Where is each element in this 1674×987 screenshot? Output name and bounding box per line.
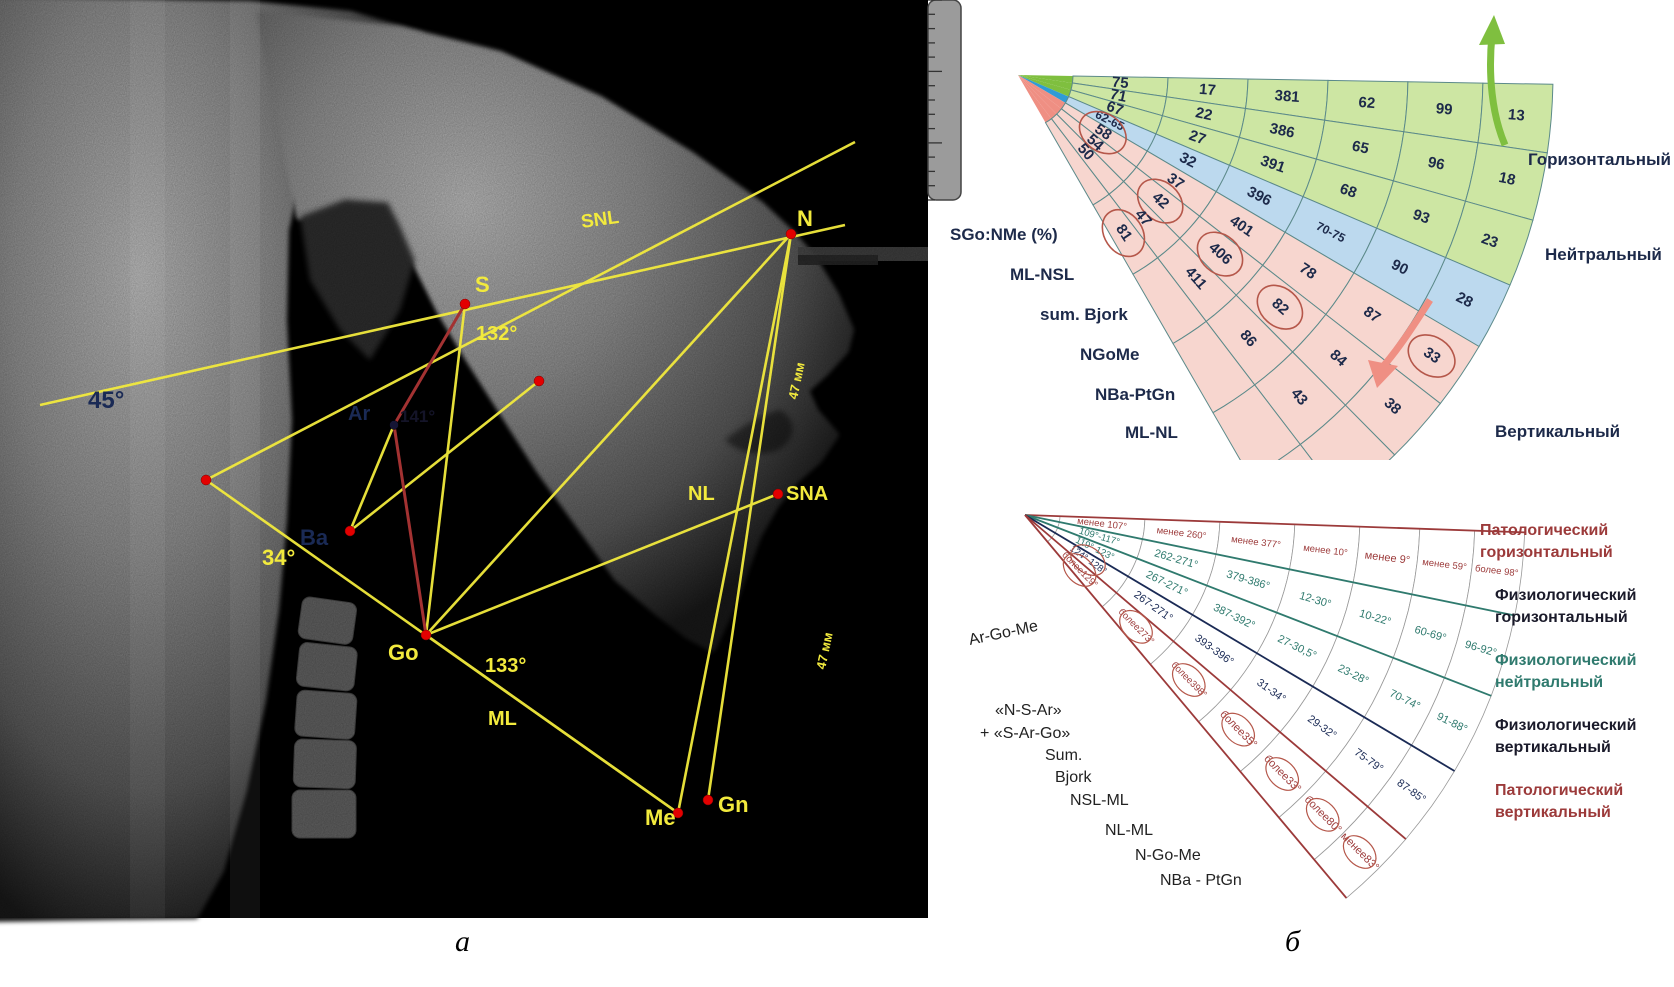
svg-text:96: 96 xyxy=(1426,154,1446,174)
svg-text:Физиологический: Физиологический xyxy=(1495,652,1636,669)
svg-text:NL: NL xyxy=(688,483,715,505)
svg-text:ML-NSL: ML-NSL xyxy=(1010,265,1074,284)
svg-text:NGoMe: NGoMe xyxy=(1080,345,1140,364)
svg-text:S: S xyxy=(475,272,490,297)
svg-text:ML-NL: ML-NL xyxy=(1125,423,1178,442)
svg-text:17: 17 xyxy=(1198,81,1216,99)
svg-text:Ar: Ar xyxy=(348,403,370,425)
svg-text:Ar-Go-Me: Ar-Go-Me xyxy=(967,618,1039,649)
svg-text:13: 13 xyxy=(1507,106,1525,124)
svg-text:Sum.: Sum. xyxy=(1045,747,1082,764)
svg-text:Горизонтальный: Горизонтальный xyxy=(1528,150,1671,169)
svg-text:+ «S-Ar-Go»: + «S-Ar-Go» xyxy=(980,725,1070,742)
svg-text:133°: 133° xyxy=(485,655,526,677)
svg-text:34°: 34° xyxy=(262,545,295,570)
svg-text:65: 65 xyxy=(1350,138,1370,158)
svg-text:SNA: SNA xyxy=(786,483,828,505)
svg-text:Ba: Ba xyxy=(300,525,329,550)
svg-text:нейтральный: нейтральный xyxy=(1495,674,1603,691)
svg-text:sum. Bjork: sum. Bjork xyxy=(1040,305,1128,324)
svg-text:132°: 132° xyxy=(476,323,517,345)
svg-text:Нейтральный: Нейтральный xyxy=(1545,245,1662,264)
svg-text:Патологический: Патологический xyxy=(1495,782,1623,799)
svg-text:ML: ML xyxy=(488,708,517,730)
svg-text:SGo:NMe (%): SGo:NMe (%) xyxy=(950,225,1058,244)
svg-text:99: 99 xyxy=(1435,100,1453,118)
svg-text:22: 22 xyxy=(1194,104,1214,124)
svg-text:381: 381 xyxy=(1274,87,1300,106)
svg-text:Физиологический: Физиологический xyxy=(1495,587,1636,604)
svg-text:горизонтальный: горизонтальный xyxy=(1495,609,1628,626)
svg-text:вертикальный: вертикальный xyxy=(1495,804,1611,821)
svg-text:N-Go-Me: N-Go-Me xyxy=(1135,847,1201,864)
svg-text:NBa - PtGn: NBa - PtGn xyxy=(1160,872,1242,889)
svg-text:горизонтальный: горизонтальный xyxy=(1480,544,1613,561)
svg-text:18: 18 xyxy=(1497,169,1517,189)
svg-text:Gn: Gn xyxy=(718,792,749,817)
svg-text:Me: Me xyxy=(645,805,676,830)
svg-text:NL-ML: NL-ML xyxy=(1105,822,1153,839)
svg-text:Bjork: Bjork xyxy=(1055,769,1092,786)
svg-text:N: N xyxy=(797,206,813,231)
svg-text:вертикальный: вертикальный xyxy=(1495,739,1611,756)
svg-text:Патологический: Патологический xyxy=(1480,522,1608,539)
svg-text:«N-S-Ar»: «N-S-Ar» xyxy=(995,702,1062,719)
svg-text:NSL-ML: NSL-ML xyxy=(1070,792,1129,809)
svg-text:Физиологический: Физиологический xyxy=(1495,717,1636,734)
svg-text:141°: 141° xyxy=(400,407,435,426)
svg-text:NBa-PtGn: NBa-PtGn xyxy=(1095,385,1175,404)
svg-text:45°: 45° xyxy=(88,387,124,414)
svg-text:Go: Go xyxy=(388,640,419,665)
svg-text:Вертикальный: Вертикальный xyxy=(1495,422,1620,441)
svg-text:62: 62 xyxy=(1358,94,1376,112)
